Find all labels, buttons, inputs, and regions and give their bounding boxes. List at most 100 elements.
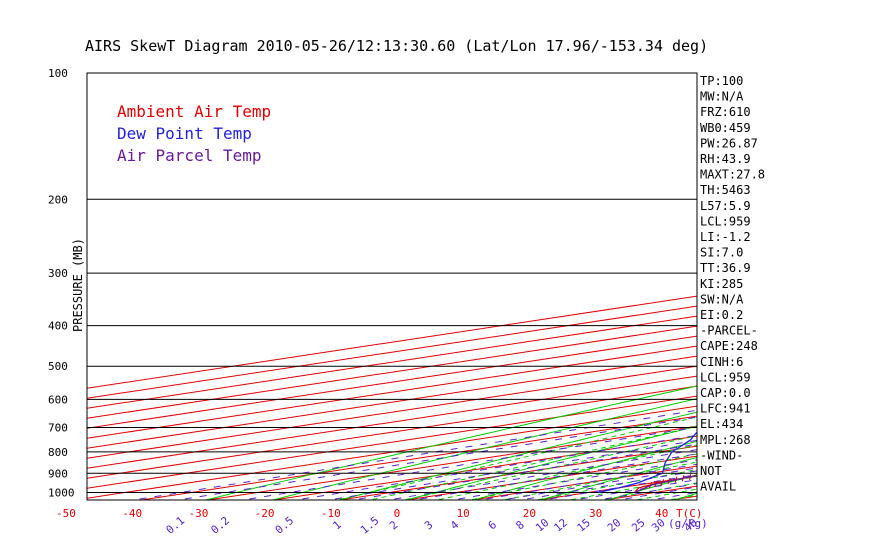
stability-index: KI:285 [700,277,743,291]
dry-adiabat-line [471,440,697,500]
series-clip [598,430,861,494]
mixing-ratio-label: 12 [552,516,571,534]
stability-index: PW:26.87 [700,136,758,150]
pressure-tick-label: 1000 [48,487,75,500]
isotherm-line [469,465,697,500]
pressure-tick-label: 300 [48,267,68,280]
mixing-ratio-label: 3 [422,518,435,532]
stability-index: -PARCEL- [700,324,758,338]
dry-adiabat-line [270,398,697,500]
bottom-temp-tick-label: 10 [457,507,470,520]
legend-dew-point-temp: Dew Point Temp [117,124,252,143]
mixing-ratio-line [410,453,697,500]
isotherm-line [87,395,697,489]
stability-index: LI:-1.2 [700,230,751,244]
dry-adiabat-line [804,82,870,502]
cape-hatch-line [760,459,763,465]
pressure-tick-label: 900 [48,467,68,480]
pressure-tick-label: 400 [48,320,68,333]
bottom-temp-tick-label: -20 [255,507,275,520]
stability-index: SI:7.0 [700,246,743,260]
cape-hatch-line [824,447,827,453]
cape-hatch-line [849,442,852,448]
cape-hatch-line [807,450,810,456]
isotherm-line [87,405,697,499]
cape-hatch-line [832,445,835,451]
stability-index: LFC:941 [700,402,751,416]
isotherm-line [204,425,697,500]
legend: Ambient Air Temp Dew Point Temp Air Parc… [117,102,271,165]
cape-hatch-line [739,464,741,470]
mixing-ratio-unit: (g/kg) [668,517,708,530]
pressure-tick-label: 200 [48,193,68,206]
mixing-ratio-line [325,439,697,500]
mixing-ratio-label: 0.2 [208,514,232,537]
mixing-ratio-label: 0.1 [164,514,188,537]
bottom-temp-tick-label: -10 [321,507,341,520]
stability-index: CAP:0.0 [700,386,751,400]
stability-index: LCL:959 [700,214,751,228]
stability-index: EL:434 [700,417,743,431]
series-dew-point-temp [598,430,697,494]
isotherm-line [87,375,697,469]
mixing-ratio-line [349,443,697,500]
pressure-tick-label: 600 [48,393,68,406]
bottom-temp-tick-label: -30 [188,507,208,520]
cape-hatch-line [799,452,802,458]
cape-hatch-line [841,444,844,450]
mixing-ratio-line [385,449,697,500]
pressure-tick-label: 800 [48,446,68,459]
pressure-tick-label: 500 [48,360,68,373]
mixing-ratio-line [293,434,697,500]
mixing-ratio-label: 1.5 [358,514,382,537]
dry-adiabat-line [404,425,697,500]
stability-index: LCL:959 [700,370,751,384]
mixing-ratio-label: 2 [387,518,400,532]
cape-hatch-line [746,462,748,468]
isotherm-line [336,445,697,500]
bottom-temp-tick-label: 40 [655,507,668,520]
stability-index: MAXT:27.8 [700,168,765,182]
moist-adiabat-line [666,494,697,500]
cape-hatch-line [783,455,786,461]
bottom-temp-tick-label: 30 [589,507,602,520]
moist-adiabat-line [533,468,697,500]
stability-index: AVAIL [700,480,736,494]
mixing-ratio-label: 25 [629,516,648,534]
cape-hatch-line [816,449,819,455]
stability-index: MW:N/A [700,90,744,104]
chart-title: AIRS SkewT Diagram 2010-05-26/12:13:30.6… [85,37,708,55]
mixing-ratio-line [448,459,697,500]
bottom-temp-tick-label: 20 [523,507,536,520]
legend-air-parcel-temp: Air Parcel Temp [117,146,262,165]
sounding-profiles [598,430,861,494]
isotherm-line [138,415,697,500]
stability-index: TP:100 [700,74,743,88]
cape-hatch-line [858,440,861,446]
moist-adiabat-line [467,453,697,500]
stability-index: CAPE:248 [700,339,758,353]
stability-index: TT:36.9 [700,261,751,275]
stability-index: RH:43.9 [700,152,751,166]
mixing-ratio-label: 20 [605,516,624,534]
isotherm-line [87,365,697,459]
mixing-ratio-line [175,416,697,500]
cape-hatch-line [776,456,779,462]
pressure-tick-label: 100 [48,67,68,80]
isotherm-line [87,385,697,479]
mixing-ratio-line [571,479,697,500]
y-axis-label: PRESSURE (MB) [71,238,85,332]
stability-index: WB0:459 [700,121,751,135]
dry-adiabat-line [538,456,697,500]
mixing-ratio-label: 0.5 [273,514,297,537]
stability-index: -WIND- [700,448,743,462]
isotherm-line [87,355,697,449]
mixing-ratio-label: 4 [448,518,462,532]
plot-frame [86,72,698,501]
stability-index: CINH:6 [700,355,743,369]
dry-adiabat-line [203,385,697,500]
bottom-temp-tick-label: -40 [122,507,142,520]
mixing-ratio-line [540,474,697,500]
